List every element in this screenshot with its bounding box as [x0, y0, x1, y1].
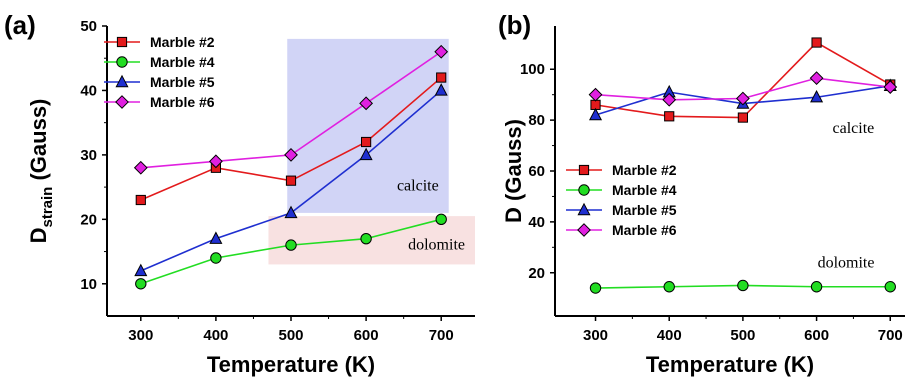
series-marble-5 [134, 83, 448, 277]
panel-label: (b) [498, 10, 531, 40]
data-point [284, 205, 298, 219]
y-axis-title-main: D [26, 228, 51, 244]
legend-marker [577, 202, 591, 216]
data-point [208, 154, 223, 169]
x-tick-label: 400 [657, 327, 682, 344]
legend-marker [578, 184, 590, 196]
data-point [810, 281, 823, 293]
legend-label: Marble #5 [612, 202, 677, 218]
data-point [737, 279, 749, 292]
x-tick-label: 700 [429, 327, 454, 344]
data-point [809, 71, 824, 86]
data-point [209, 231, 223, 244]
y-tick-label: 20 [528, 265, 545, 282]
region-label-calcite: calcite [397, 177, 439, 194]
data-point [588, 87, 603, 102]
data-point [589, 282, 602, 294]
y-axis-title: D (Gauss) [501, 119, 526, 223]
series-marble-6 [133, 44, 449, 175]
legend-label: Marble #4 [150, 54, 215, 70]
y-axis-title-unit: (Gauss) [26, 99, 51, 187]
data-point [735, 91, 750, 106]
y-tick-label: 30 [80, 147, 97, 164]
y-tick-label: 80 [528, 112, 545, 129]
series-marble-4 [135, 213, 447, 290]
data-point [663, 281, 675, 293]
data-point [434, 83, 448, 96]
x-tick-label: 700 [878, 327, 903, 344]
legend-marker [115, 95, 129, 109]
data-point [589, 107, 603, 121]
data-point [811, 37, 822, 48]
x-tick-label: 400 [203, 327, 228, 344]
y-tick-label: 60 [528, 163, 545, 180]
legend-label: Marble #6 [612, 222, 677, 238]
y-tick-label: 50 [80, 18, 97, 35]
data-point [285, 175, 297, 186]
legend: Marble #2 Marble #4 Marble #5 Marble #6 [104, 34, 215, 110]
x-tick-label: 500 [278, 327, 303, 344]
data-point [361, 136, 372, 148]
data-point [284, 147, 298, 162]
legend-label: Marble #4 [612, 182, 677, 198]
data-point [434, 44, 449, 59]
data-point [810, 89, 824, 103]
data-point [664, 111, 675, 122]
annotation-calcite: calcite [833, 120, 875, 137]
y-axis-title-unit: (Gauss) [501, 119, 526, 207]
panel-b: 300 400 500 600 700 20 40 60 80 100 Temperature (K… [498, 10, 905, 377]
legend: Marble #2 Marble #4 Marble #5 Marble #6 [566, 162, 677, 238]
legend-label: Marble #2 [150, 34, 215, 50]
data-point [737, 112, 748, 123]
legend-marker [578, 164, 590, 176]
x-axis-title: Temperature (K) [646, 352, 814, 377]
data-point [883, 80, 898, 94]
data-point [359, 96, 374, 111]
legend-marker [115, 74, 129, 88]
y-axis-title-sub: strain [39, 187, 56, 228]
y-axis-title: Dstrain (Gauss) [26, 99, 56, 244]
data-point [133, 160, 148, 175]
data-point [210, 252, 222, 264]
x-tick-label: 300 [583, 327, 608, 344]
legend-marker [116, 56, 128, 68]
panel-label: (a) [4, 10, 36, 40]
series-marble-2 [590, 37, 896, 123]
data-point [359, 147, 373, 161]
annotation-dolomite: dolomite [818, 255, 875, 272]
legend-label: Marble #2 [612, 162, 677, 178]
panel-a: 300 400 500 600 700 10 20 30 40 50 Temperature (K)… [4, 10, 475, 377]
y-tick-label: 20 [80, 211, 97, 228]
region-label-dolomite: dolomite [408, 237, 465, 254]
legend-label: Marble #6 [150, 94, 215, 110]
region-calcite [287, 38, 449, 213]
data-point [285, 239, 297, 251]
data-point [135, 278, 147, 290]
data-point [662, 92, 677, 107]
y-tick-label: 40 [80, 82, 97, 99]
y-tick-label: 10 [80, 276, 97, 293]
data-point [360, 232, 372, 245]
x-tick-label: 600 [804, 327, 829, 344]
x-tick-label: 600 [354, 327, 379, 344]
data-point [135, 194, 146, 206]
x-axis-title: Temperature (K) [207, 352, 375, 377]
data-point [134, 263, 148, 277]
legend-marker [116, 36, 128, 48]
y-tick-label: 40 [528, 214, 545, 231]
series-marble-4 [589, 279, 896, 294]
series-marble-6 [588, 71, 898, 107]
data-point [435, 213, 447, 226]
y-axis-title-main: D [501, 207, 526, 223]
y-tick-label: 100 [520, 61, 545, 78]
legend-label: Marble #5 [150, 74, 215, 90]
x-tick-label: 300 [128, 327, 153, 344]
data-point [436, 72, 447, 83]
legend-marker [577, 223, 591, 237]
data-point [884, 281, 896, 293]
x-tick-label: 500 [730, 327, 755, 344]
